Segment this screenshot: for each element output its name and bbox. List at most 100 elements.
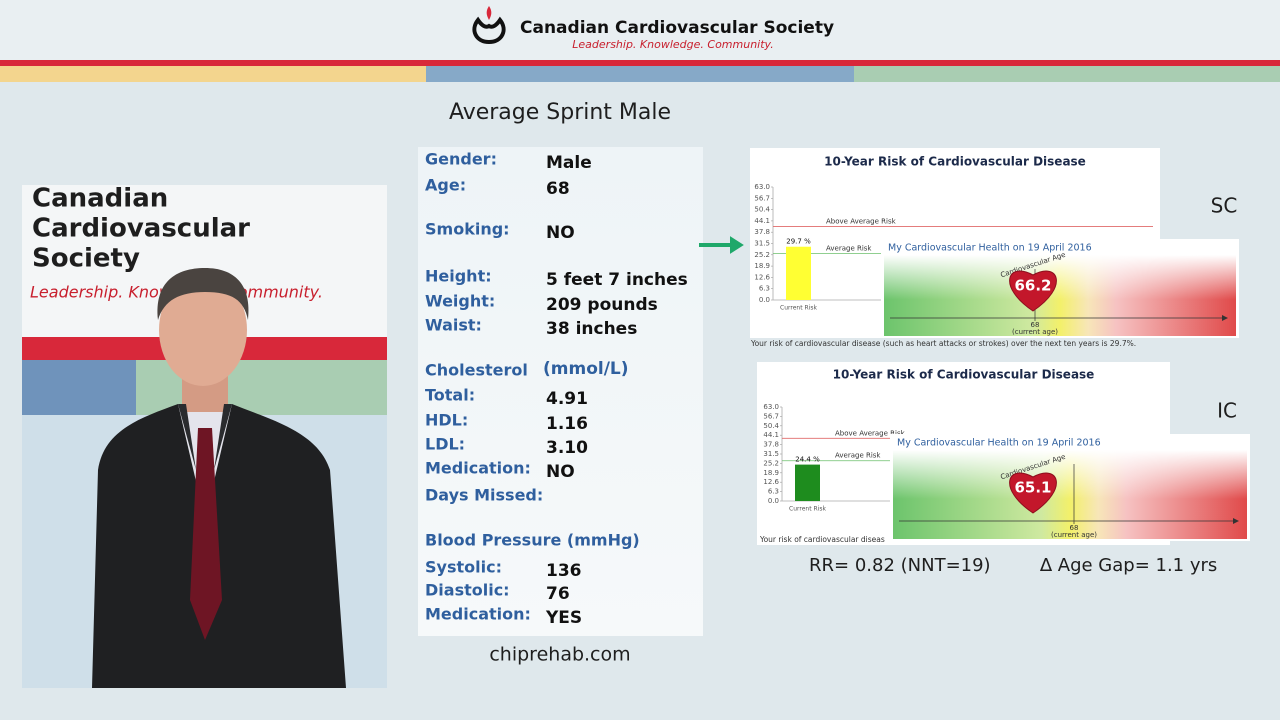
bar <box>786 246 811 300</box>
profile-value: 3.10 <box>546 438 588 458</box>
speaker <box>92 268 346 688</box>
profile: Gender: Male Age: 68 Smoking: NO Height: 5 feet… <box>425 150 688 629</box>
profile-label: Height: <box>425 267 492 286</box>
gauge-fade <box>884 255 1236 336</box>
y-tick-label: 44.1 <box>754 217 770 225</box>
profile-label: Medication: <box>425 459 531 478</box>
gauge-arrow <box>1222 315 1228 321</box>
heart-age: 66.2 <box>1014 277 1051 295</box>
heart-age: 65.1 <box>1014 479 1051 497</box>
gauge-arrow <box>1233 518 1239 524</box>
profile-value: 38 inches <box>546 319 637 339</box>
chart-caption: Your risk of cardiovascular diseas <box>759 535 885 544</box>
logo <box>472 6 506 45</box>
profile-value: 4.91 <box>546 389 588 409</box>
arrow <box>699 236 744 254</box>
category-label: Current Risk <box>789 506 826 513</box>
y-tick-label: 6.3 <box>759 285 770 293</box>
age-gap: ∆ Age Gap= 1.1 yrs <box>1039 555 1217 576</box>
heart <box>1009 270 1057 312</box>
profile-label: Cholesterol <box>425 361 528 380</box>
current-age-label: (current age) <box>1051 531 1097 539</box>
profile-label: Blood Pressure (mmHg) <box>425 531 640 550</box>
group-tag: IC <box>1217 399 1237 423</box>
y-tick-label: 63.0 <box>763 403 779 411</box>
y-tick-label: 63.0 <box>754 183 770 191</box>
header-title: Canadian Cardiovascular Society <box>520 18 834 38</box>
reference-label: Average Risk <box>835 452 881 460</box>
relative-risk: RR= 0.82 (NNT=19) <box>809 555 991 576</box>
profile-label: Systolic: <box>425 558 502 577</box>
profile-label: Waist: <box>425 316 482 335</box>
bar <box>795 464 820 501</box>
value-label: 29.7 % <box>786 238 811 246</box>
y-tick-label: 6.3 <box>768 488 779 496</box>
profile-label: Weight: <box>425 292 495 311</box>
color-stripe <box>854 66 1280 82</box>
profile-value: 209 pounds <box>546 295 658 315</box>
color-stripe <box>0 66 426 82</box>
profile-label: LDL: <box>425 435 465 454</box>
reference-label: Above Average Risk <box>826 217 897 225</box>
current-age: 68 <box>1070 524 1079 532</box>
profile-label: Total: <box>425 386 475 405</box>
site-url: chiprehab.com <box>489 644 630 666</box>
profile-label: Days Missed: <box>425 486 543 505</box>
y-tick-label: 50.4 <box>754 206 770 214</box>
y-tick-label: 12.6 <box>763 478 779 486</box>
profile-value: 5 feet 7 inches <box>546 270 688 290</box>
y-tick-label: 25.2 <box>754 251 770 259</box>
y-tick-label: 25.2 <box>763 459 779 467</box>
backdrop-block <box>22 360 136 415</box>
backdrop-text: Society <box>32 244 140 274</box>
slide-title: Average Sprint Male <box>449 100 671 125</box>
y-tick-label: 18.9 <box>763 469 779 477</box>
heart <box>1009 472 1057 514</box>
y-tick-label: 12.6 <box>754 273 770 281</box>
profile-label: Diastolic: <box>425 581 510 600</box>
header-band <box>0 0 1280 60</box>
backdrop-text: Cardiovascular <box>32 214 250 244</box>
profile-value: NO <box>546 223 575 243</box>
profile-label: Smoking: <box>425 220 510 239</box>
current-age: 68 <box>1031 321 1040 329</box>
y-tick-label: 37.8 <box>763 441 779 449</box>
chart-title: 10-Year Risk of Cardiovascular Disease <box>824 155 1086 169</box>
group-tag: SC <box>1211 194 1238 218</box>
profile-value: 136 <box>546 561 582 581</box>
reference-label: Average Risk <box>826 244 872 252</box>
profile-label: Gender: <box>425 150 497 169</box>
y-tick-label: 56.7 <box>763 412 779 420</box>
profile-value: 76 <box>546 584 570 604</box>
value-label: 24.4 % <box>795 456 820 464</box>
reference-label: Above Average Risk <box>835 429 906 437</box>
y-tick-label: 56.7 <box>754 194 770 202</box>
y-tick-label: 0.0 <box>759 296 770 304</box>
profile-value: YES <box>545 608 582 628</box>
charts: 10-Year Risk of Cardiovascular Disease 0.… <box>750 148 1250 545</box>
profile-panel <box>418 147 703 636</box>
profile-value: (mmol/L) <box>543 359 629 379</box>
profile-value: NO <box>546 462 575 482</box>
y-tick-label: 50.4 <box>763 422 779 430</box>
current-age-label: (current age) <box>1012 328 1058 336</box>
y-tick-label: 18.9 <box>754 262 770 270</box>
profile-label: Age: <box>425 176 466 195</box>
chart-caption: Your risk of cardiovascular disease (suc… <box>750 339 1136 348</box>
profile-label: Medication: <box>425 605 531 624</box>
y-tick-label: 0.0 <box>768 497 779 505</box>
profile-value: 1.16 <box>546 414 588 434</box>
inset-title: My Cardiovascular Health on 19 April 201… <box>888 243 1092 254</box>
y-tick-label: 31.5 <box>763 450 779 458</box>
y-tick-label: 31.5 <box>754 240 770 248</box>
category-label: Current Risk <box>780 305 817 312</box>
gauge-fade <box>893 450 1247 539</box>
header-tagline: Leadership. Knowledge. Community. <box>572 38 773 51</box>
backdrop-text: Canadian <box>32 184 168 214</box>
profile-value: 68 <box>546 179 570 199</box>
header-stripe <box>0 60 1280 66</box>
profile-label: HDL: <box>425 411 468 430</box>
chart-title: 10-Year Risk of Cardiovascular Disease <box>833 368 1095 382</box>
